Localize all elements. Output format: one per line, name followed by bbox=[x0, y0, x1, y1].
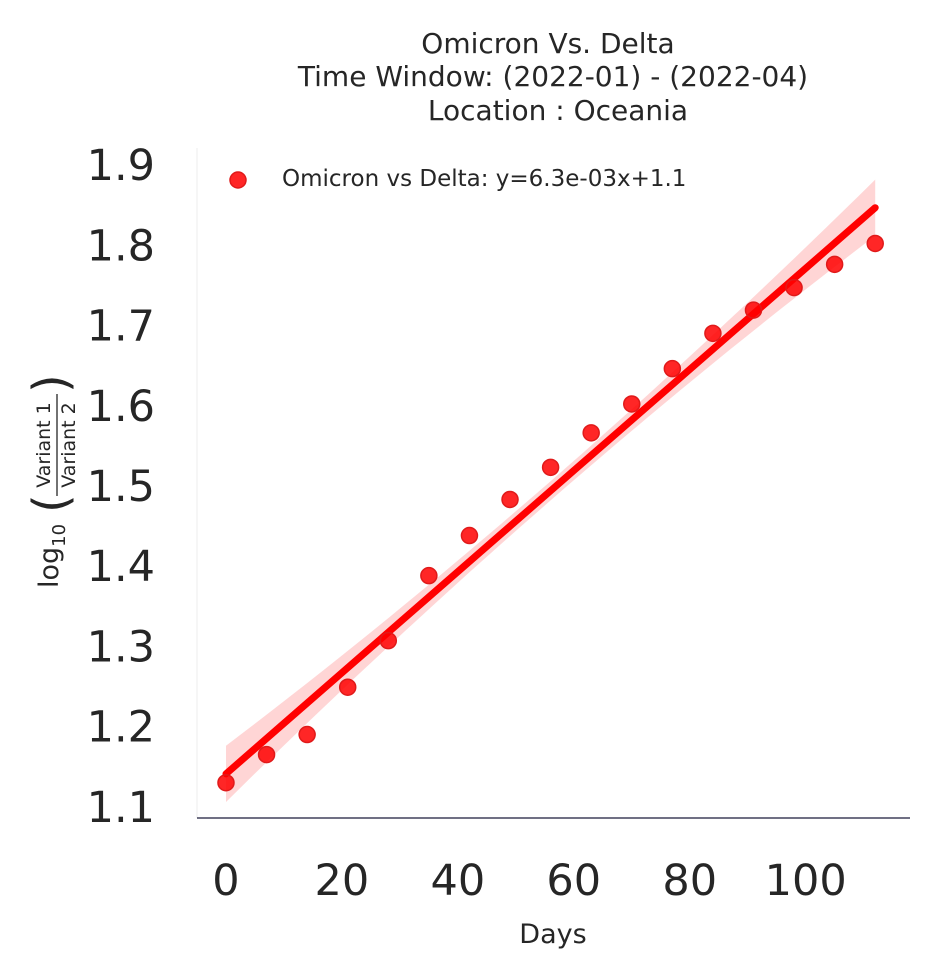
y-axis-label-numerator: Variant 1 bbox=[33, 402, 55, 488]
data-point bbox=[298, 725, 316, 744]
y-tick-label: 1.5 bbox=[87, 462, 155, 512]
y-axis-label-close-paren: ) bbox=[23, 374, 79, 393]
legend-marker bbox=[229, 171, 247, 189]
y-tick-label: 1.3 bbox=[87, 622, 155, 672]
x-tick-label: 80 bbox=[662, 856, 717, 906]
y-tick-label: 1.6 bbox=[87, 382, 155, 432]
regression-line-layer bbox=[222, 204, 879, 778]
data-point bbox=[501, 490, 519, 509]
data-point bbox=[420, 566, 438, 585]
y-tick-label: 1.1 bbox=[87, 783, 155, 833]
data-point bbox=[785, 278, 803, 297]
x-tick-label: 20 bbox=[315, 856, 370, 906]
regression-line bbox=[222, 204, 879, 778]
data-point bbox=[460, 526, 479, 545]
x-tick-label: 60 bbox=[546, 856, 601, 906]
x-axis-label: Days bbox=[519, 919, 586, 950]
y-tick-labels: 1.1 1.2 1.3 1.4 1.5 1.6 1.7 1.8 1.9 bbox=[87, 141, 155, 833]
data-point bbox=[217, 773, 235, 792]
data-point bbox=[663, 359, 682, 378]
legend: Omicron vs Delta: y=6.3e-03x+1.1 bbox=[229, 166, 686, 192]
x-tick-label: 0 bbox=[212, 856, 239, 906]
data-point bbox=[623, 395, 641, 413]
y-tick-label: 1.7 bbox=[87, 302, 155, 352]
y-axis-label-open-paren: ( bbox=[23, 494, 79, 513]
y-axis-label: log10 ( Variant 1 Variant 2 ) bbox=[23, 374, 80, 588]
y-axis-label-denominator: Variant 2 bbox=[58, 402, 80, 488]
data-point bbox=[866, 234, 884, 253]
chart-title-line-3: Location : Oceania bbox=[428, 94, 688, 127]
data-point bbox=[582, 424, 600, 442]
data-point bbox=[541, 458, 560, 477]
chart-title: Omicron Vs. Delta Time Window: (2022-01)… bbox=[297, 27, 808, 127]
chart-title-line-2: Time Window: (2022-01) - (2022-04) bbox=[297, 60, 808, 93]
y-tick-label: 1.8 bbox=[87, 221, 155, 271]
data-point bbox=[704, 324, 722, 343]
x-tick-label: 100 bbox=[765, 856, 847, 906]
y-axis-label-log: log10 bbox=[34, 524, 70, 588]
data-point bbox=[744, 301, 763, 319]
data-point bbox=[379, 631, 398, 650]
y-tick-label: 1.9 bbox=[87, 141, 155, 191]
data-point bbox=[338, 678, 357, 696]
x-tick-labels: 0 20 40 60 80 100 bbox=[212, 856, 846, 906]
y-tick-label: 1.2 bbox=[87, 703, 155, 753]
legend-label: Omicron vs Delta: y=6.3e-03x+1.1 bbox=[282, 166, 686, 192]
data-point bbox=[825, 255, 844, 274]
y-tick-label: 1.4 bbox=[87, 542, 155, 592]
data-points-layer bbox=[217, 234, 884, 792]
chart-title-line-1: Omicron Vs. Delta bbox=[421, 27, 674, 60]
data-point bbox=[257, 745, 276, 764]
x-tick-label: 40 bbox=[430, 856, 485, 906]
